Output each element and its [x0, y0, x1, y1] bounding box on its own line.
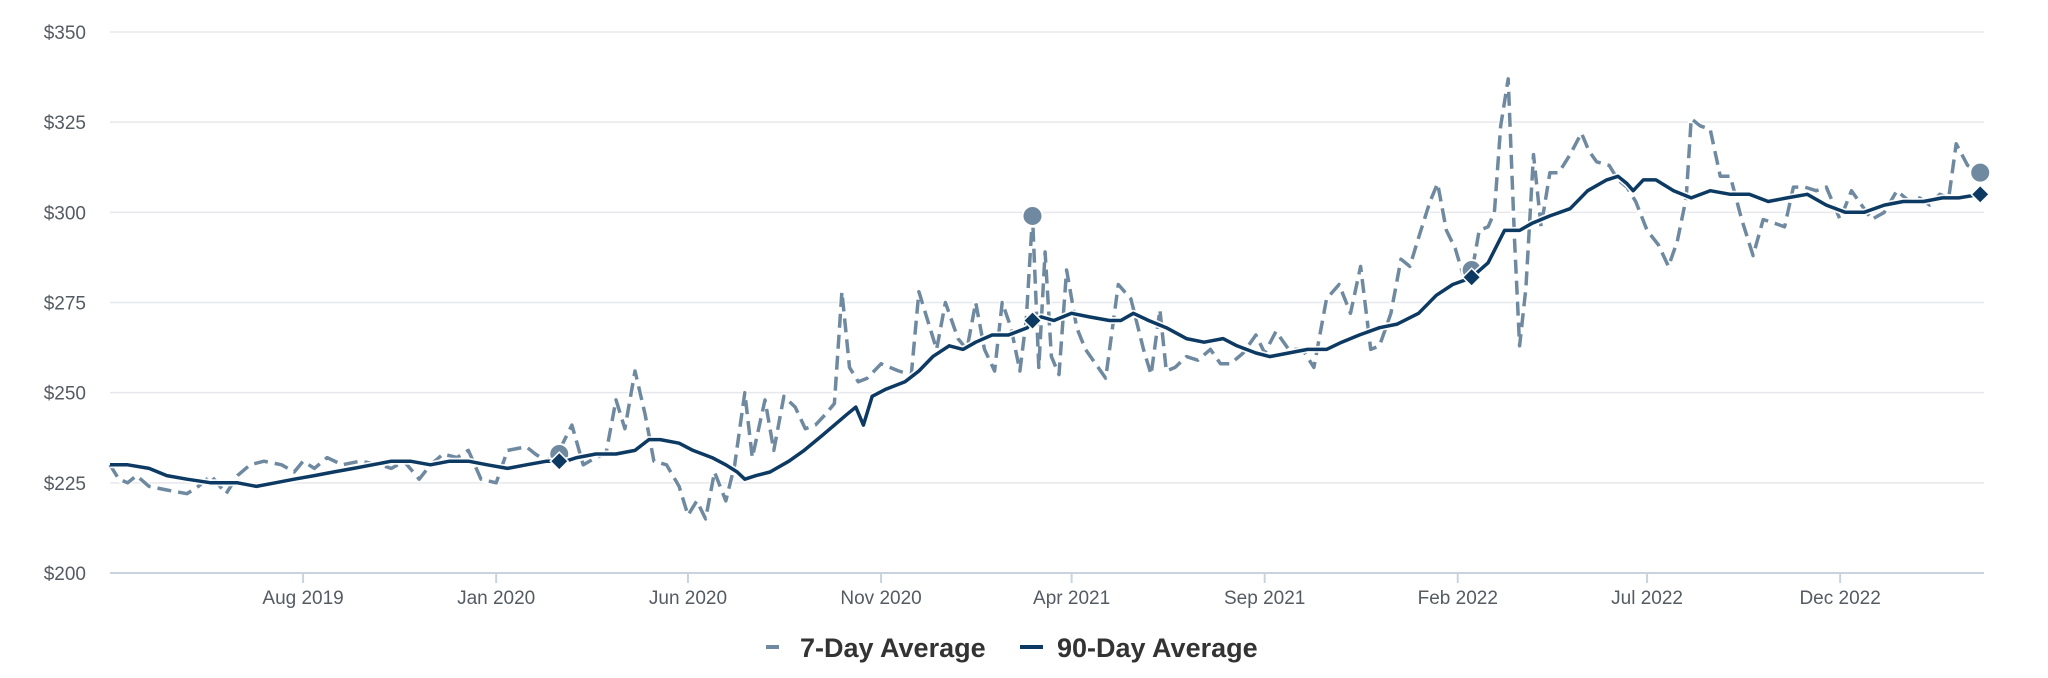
- series-line-90-day-average: [110, 174, 1981, 489]
- point-90-day-average-3: [1970, 184, 1991, 205]
- legend: 7-Day Average 90-Day Average: [766, 633, 1258, 663]
- y-axis: $200 $225 $250 $275 $300 $325 $350: [44, 23, 86, 585]
- series-layer: [107, 75, 1992, 522]
- y-tick-label-300: $300: [44, 203, 86, 224]
- x-tick-label-jan-2020: Jan 2020: [457, 588, 535, 609]
- legend-label-7-day-average[interactable]: 7-Day Average: [800, 633, 986, 663]
- y-tick-label-200: $200: [44, 564, 86, 585]
- y-tick-label-325: $325: [44, 113, 86, 134]
- x-tick-label-dec-2022: Dec 2022: [1799, 588, 1880, 609]
- point-7-day-average-1: [1021, 204, 1044, 227]
- series-halo-90-day-average: [110, 172, 1981, 490]
- y-tick-label-350: $350: [44, 23, 86, 44]
- x-tick-label-jul-2022: Jul 2022: [1611, 588, 1683, 609]
- x-tick-label-apr-2021: Apr 2021: [1033, 588, 1110, 609]
- point-90-day-average-0: [549, 451, 570, 472]
- point-7-day-average-3: [1969, 161, 1992, 184]
- series-halo-7-day-average: [107, 75, 1982, 522]
- y-tick-label-275: $275: [44, 294, 86, 315]
- x-tick-label-aug-2019: Aug 2019: [262, 588, 343, 609]
- x-tick-label-jun-2020: Jun 2020: [649, 588, 727, 609]
- point-90-day-average-2: [1461, 267, 1482, 288]
- y-tick-label-225: $225: [44, 474, 86, 495]
- x-tick-label-feb-2022: Feb 2022: [1418, 588, 1498, 609]
- legend-label-90-day-average[interactable]: 90-Day Average: [1057, 633, 1258, 663]
- y-tick-label-250: $250: [44, 384, 86, 405]
- x-axis: Aug 2019 Jan 2020 Jun 2020 Nov 2020 Apr 2021…: [110, 572, 1984, 609]
- x-tick-label-nov-2020: Nov 2020: [840, 588, 921, 609]
- point-90-day-average-1: [1022, 310, 1043, 331]
- x-tick-label-sep-2021: Sep 2021: [1224, 588, 1305, 609]
